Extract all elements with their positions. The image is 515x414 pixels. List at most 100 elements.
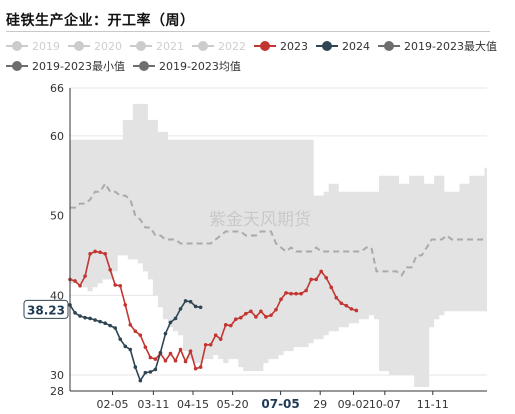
legend-label: 2020 bbox=[94, 39, 122, 53]
data-point-2024-1 bbox=[73, 311, 77, 315]
legend-item-2020[interactable]: 2020 bbox=[68, 40, 122, 53]
data-point-2023-38 bbox=[259, 309, 263, 314]
data-point-2024-18 bbox=[158, 350, 163, 355]
data-point-2024-3 bbox=[83, 315, 87, 320]
legend-item-2019[interactable]: 2019 bbox=[6, 40, 60, 53]
legend-item-min[interactable]: 2019-2023最小值 bbox=[6, 58, 125, 74]
data-point-2024-10 bbox=[118, 337, 123, 341]
current-value-label: 38.23 bbox=[27, 303, 65, 317]
current-value-tag bbox=[23, 299, 69, 319]
data-point-2023-24 bbox=[188, 349, 193, 353]
data-point-2023-37 bbox=[254, 315, 258, 319]
legend-symbol-icon bbox=[130, 41, 152, 51]
legend-label: 2019-2023最大值 bbox=[404, 40, 497, 53]
legend-symbol-icon bbox=[68, 41, 90, 51]
data-point-2023-22 bbox=[178, 347, 183, 352]
data-point-2024-5 bbox=[93, 318, 97, 322]
x-tick-label-10-07: 10-07 bbox=[369, 398, 401, 411]
data-point-2024-12 bbox=[128, 347, 133, 352]
data-point-2023-30 bbox=[218, 337, 223, 341]
legend-item-2024[interactable]: 2024 bbox=[316, 40, 370, 53]
x-tick-label-07-05: 07-05 bbox=[261, 397, 299, 411]
data-point-2024-7 bbox=[103, 321, 107, 326]
y-tick-label-30: 30 bbox=[50, 369, 64, 382]
legend-row-2: 2019-2023最小值 2019-2023均值 bbox=[6, 56, 506, 76]
data-point-2024-25 bbox=[193, 304, 198, 309]
data-point-2023-50 bbox=[319, 269, 324, 274]
data-point-2023-11 bbox=[123, 303, 128, 307]
data-point-2023-51 bbox=[324, 275, 329, 280]
y-tick-label-66: 66 bbox=[50, 82, 64, 95]
legend-item-2023[interactable]: 2023 bbox=[254, 40, 308, 53]
y-tick-label-60: 60 bbox=[50, 130, 64, 143]
legend-item-2021[interactable]: 2021 bbox=[130, 40, 184, 53]
x-tick-label-05-20: 05-20 bbox=[217, 398, 249, 411]
y-tick-label-50: 50 bbox=[50, 210, 64, 223]
legend-symbol-icon bbox=[6, 41, 28, 51]
data-point-2023-56 bbox=[349, 307, 354, 311]
legend: 2019 2020 2021 2022 2023 2024 2019-2023最… bbox=[6, 36, 506, 76]
data-point-2023-8 bbox=[108, 268, 112, 272]
legend-symbol-icon bbox=[316, 41, 338, 51]
data-point-2023-32 bbox=[228, 323, 233, 328]
data-point-2024-23 bbox=[183, 299, 188, 303]
data-point-2023-20 bbox=[168, 351, 173, 356]
x-tick-label-29: 29 bbox=[313, 398, 327, 411]
data-point-2023-33 bbox=[233, 317, 238, 322]
legend-symbol-icon bbox=[192, 41, 214, 51]
data-point-2023-57 bbox=[354, 308, 359, 313]
y-tick-label-40: 40 bbox=[50, 289, 64, 302]
legend-label: 2019-2023最小值 bbox=[32, 60, 125, 73]
legend-label: 2021 bbox=[156, 39, 184, 53]
legend-label: 2023 bbox=[280, 39, 308, 53]
data-point-2023-52 bbox=[329, 285, 334, 290]
legend-symbol-icon bbox=[6, 61, 28, 71]
data-point-2024-6 bbox=[98, 319, 102, 324]
data-point-2024-15 bbox=[143, 370, 148, 375]
legend-item-max[interactable]: 2019-2023最大值 bbox=[378, 38, 497, 54]
data-point-2023-40 bbox=[269, 313, 273, 318]
data-point-2023-19 bbox=[163, 358, 168, 363]
legend-label: 2022 bbox=[218, 39, 246, 53]
x-tick-label-11-11: 11-11 bbox=[417, 398, 449, 411]
series-line-2023 bbox=[69, 250, 357, 370]
legend-item-mean[interactable]: 2019-2023均值 bbox=[132, 58, 241, 74]
data-point-2023-45 bbox=[294, 291, 298, 296]
min-max-band bbox=[70, 103, 487, 388]
data-point-2024-4 bbox=[88, 316, 92, 321]
data-point-2024-26 bbox=[198, 305, 203, 310]
data-point-2023-4 bbox=[88, 252, 92, 256]
x-tick-label-04-15: 04-15 bbox=[177, 398, 209, 411]
data-point-2023-36 bbox=[249, 309, 253, 314]
legend-label: 2019-2023均值 bbox=[158, 60, 241, 73]
data-point-2023-54 bbox=[339, 301, 344, 306]
data-point-2024-17 bbox=[153, 367, 158, 372]
legend-row-1: 2019 2020 2021 2022 2023 2024 2019-2023最… bbox=[6, 36, 506, 56]
data-point-2023-39 bbox=[264, 315, 268, 319]
data-point-2023-16 bbox=[148, 355, 153, 360]
data-point-2023-14 bbox=[138, 333, 143, 337]
legend-symbol-icon bbox=[254, 41, 276, 51]
legend-symbol-icon bbox=[378, 41, 400, 51]
data-point-2024-22 bbox=[178, 307, 183, 311]
data-point-2023-15 bbox=[143, 345, 148, 349]
data-point-2023-53 bbox=[334, 295, 339, 300]
data-point-2024-21 bbox=[173, 316, 178, 321]
data-point-2023-29 bbox=[213, 333, 218, 337]
data-point-2023-23 bbox=[183, 359, 188, 364]
data-point-2024-2 bbox=[78, 314, 82, 318]
data-point-2023-17 bbox=[153, 357, 158, 361]
x-tick-label-03-11: 03-11 bbox=[137, 398, 169, 411]
legend-item-2022[interactable]: 2022 bbox=[192, 40, 246, 53]
data-point-2023-5 bbox=[93, 249, 97, 254]
data-point-2024-11 bbox=[123, 344, 128, 349]
data-point-2024-24 bbox=[188, 299, 193, 304]
data-point-2024-14 bbox=[138, 378, 143, 383]
data-point-2023-1 bbox=[73, 279, 77, 283]
data-point-2023-48 bbox=[309, 277, 313, 282]
legend-label: 2024 bbox=[342, 39, 370, 53]
data-point-2023-2 bbox=[78, 283, 82, 288]
data-point-2023-28 bbox=[208, 342, 213, 347]
data-point-2023-49 bbox=[314, 277, 318, 282]
